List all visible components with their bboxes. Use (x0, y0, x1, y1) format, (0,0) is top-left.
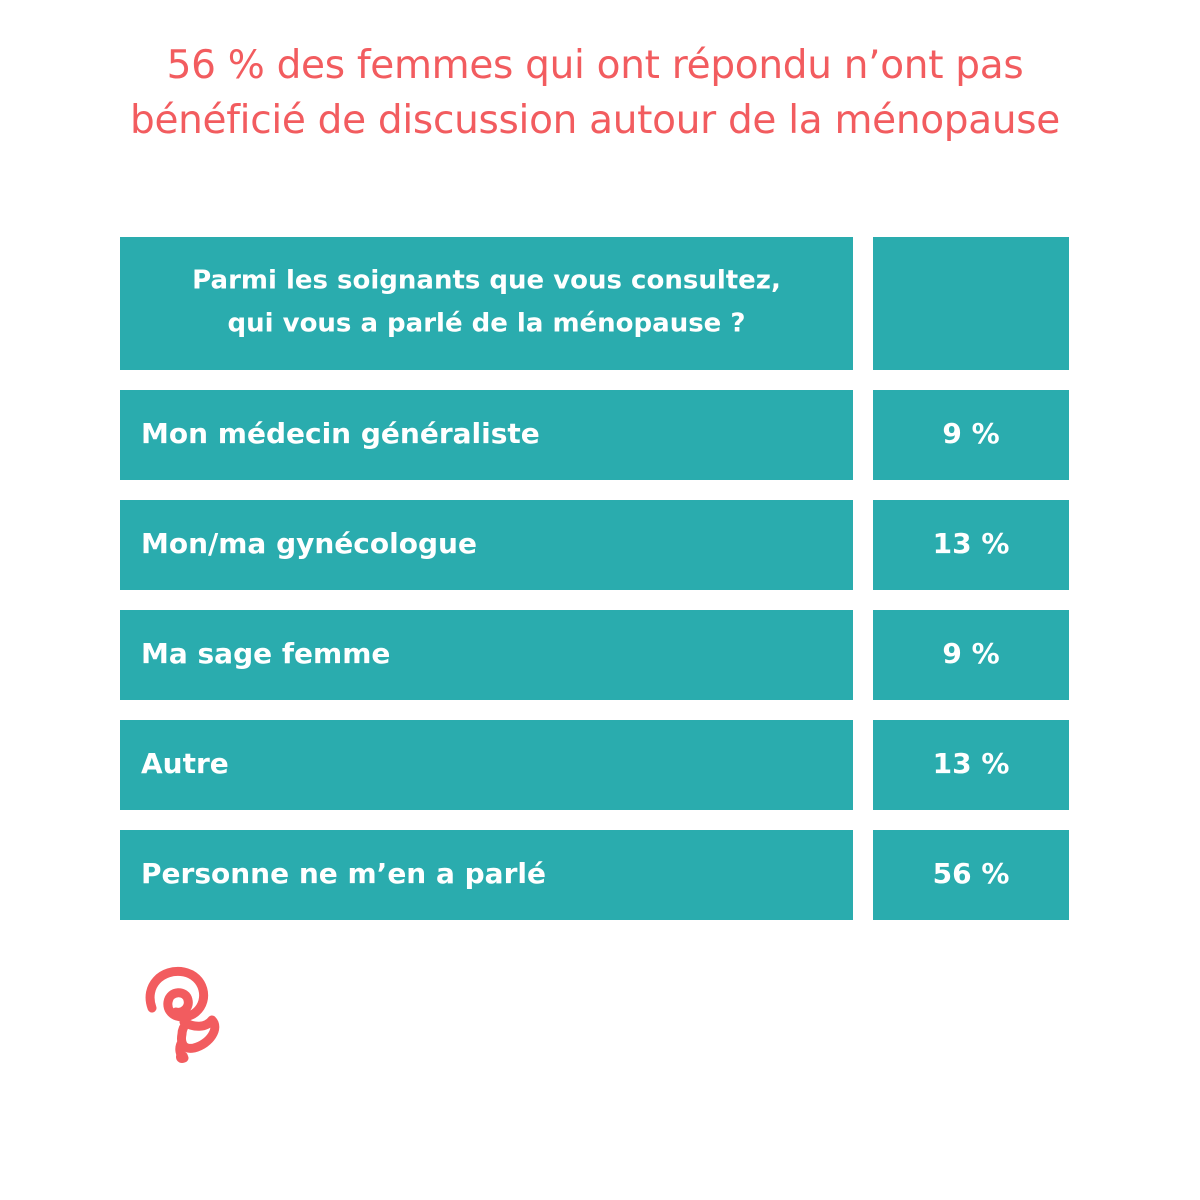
table-row-value-cell (873, 610, 1069, 700)
page-title: 56 % des femmes qui ont répondu n’ont pa… (129, 43, 1060, 143)
header-question-line: qui vous a parlé de la ménopause ? (228, 309, 746, 339)
table-row-value: 9 % (942, 637, 999, 670)
table-row-value-cell (873, 390, 1069, 480)
table-row-value: 13 % (933, 747, 1010, 780)
table-row-value-cell (873, 720, 1069, 810)
header-question-cell (120, 237, 853, 370)
table-row-label: Mon médecin généraliste (141, 417, 540, 450)
table-row-value-cell (873, 830, 1069, 920)
table-row-label-cell (120, 500, 853, 590)
spiral-logo-icon (145, 966, 220, 1063)
table-row-label-cell (120, 610, 853, 700)
table-row-value: 56 % (933, 857, 1010, 890)
table-row-label: Ma sage femme (141, 637, 390, 670)
table-row-value-cell (873, 500, 1069, 590)
table-row-label: Personne ne m’en a parlé (141, 857, 546, 890)
table-row-value: 9 % (942, 417, 999, 450)
table-row-value: 13 % (933, 527, 1010, 560)
table-row-label-cell (120, 390, 853, 480)
table-row-label-cell (120, 830, 853, 920)
header-question-line: Parmi les soignants que vous consultez, (192, 266, 781, 296)
header-value-cell (873, 237, 1069, 370)
table-row-label: Autre (141, 747, 229, 780)
table-row-label-cell (120, 720, 853, 810)
table-row-label: Mon/ma gynécologue (141, 527, 477, 560)
